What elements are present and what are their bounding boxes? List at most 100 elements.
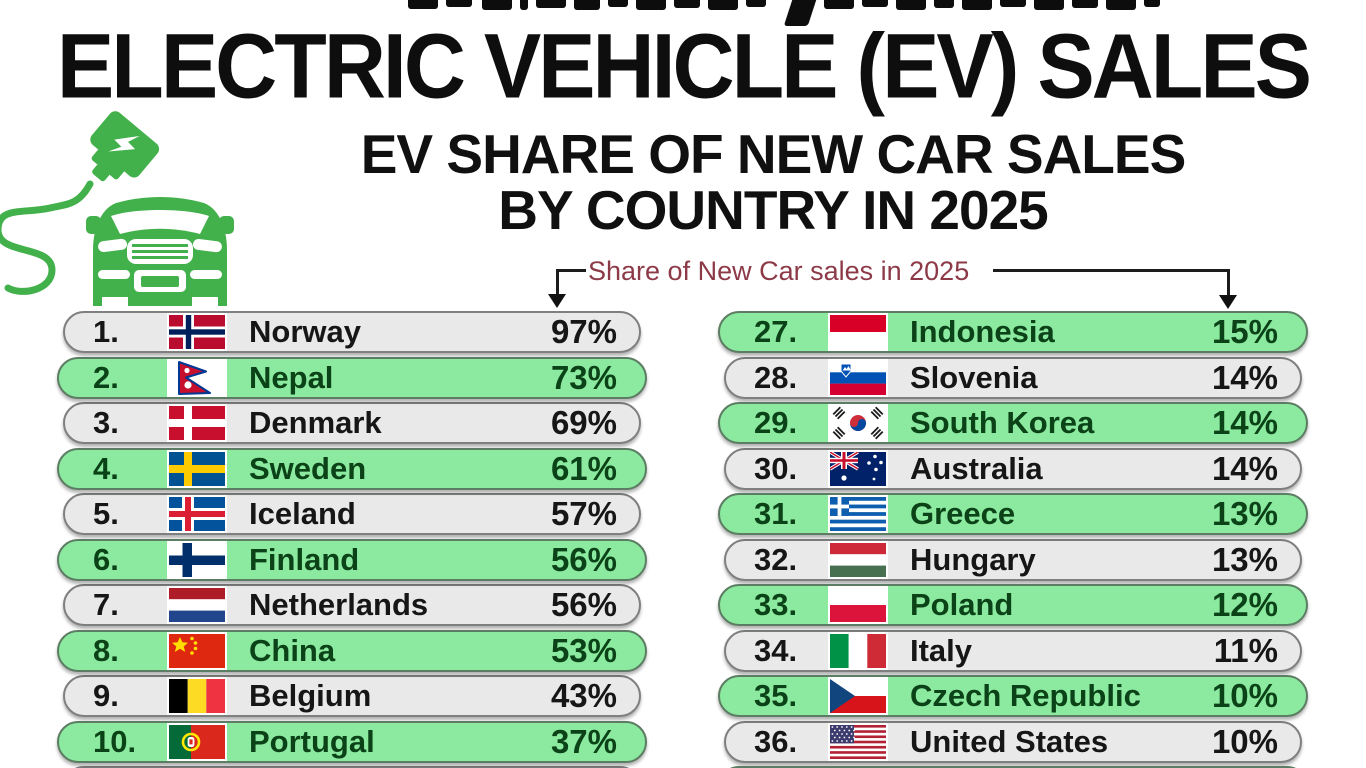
rank-label: 10. — [93, 723, 137, 759]
flag-australia-icon — [828, 449, 888, 488]
letter-bottom-fragment — [636, 0, 666, 10]
rank-label: 31. — [754, 496, 798, 531]
page-title: ELECTRIC VEHICLE (EV) SALES — [56, 15, 1312, 118]
rank-label: 9. — [93, 678, 119, 713]
table-row: 32. Hungary 13% — [724, 538, 1302, 581]
rank-label: 27. — [754, 314, 798, 349]
percent-label: 56% — [550, 586, 617, 623]
annotation-connector-left-drop — [556, 269, 559, 295]
country-label: Norway — [249, 314, 361, 349]
percent-label: 12% — [1211, 586, 1278, 623]
country-label: China — [249, 632, 336, 668]
percent-label: 13% — [1211, 540, 1278, 578]
letter-bottom-fragment — [1072, 0, 1098, 8]
annotation-connector-right-drop — [1227, 269, 1230, 296]
rank-label: 28. — [754, 359, 798, 395]
table-row: 4. Sweden 61% — [57, 447, 647, 490]
percent-label: 10% — [1211, 722, 1278, 760]
letter-bottom-fragment — [520, 0, 528, 10]
arrow-down-icon-left — [548, 294, 566, 308]
table-row: 30. Australia 14% — [724, 447, 1302, 490]
annotation-connector-left — [556, 269, 586, 272]
flag-hungary-icon — [828, 540, 888, 579]
letter-bottom-fragment — [608, 0, 628, 7]
letter-bottom-fragment — [674, 0, 700, 8]
ranking-list-right: 27. Indonesia 15% 28. Slovenia 14% 29. South Ko… — [718, 311, 1308, 768]
country-label: Italy — [910, 632, 973, 668]
rank-label: 32. — [754, 541, 798, 577]
flag-indonesia-icon — [828, 313, 888, 351]
table-row: 36. United States 10% — [724, 720, 1302, 763]
table-row: 27. Indonesia 15% — [718, 311, 1308, 353]
country-label: South Korea — [910, 405, 1095, 440]
percent-label: 57% — [550, 495, 617, 532]
country-label: Hungary — [910, 541, 1036, 577]
flag-finland-icon — [167, 540, 227, 579]
table-row: 5. Iceland 57% — [63, 493, 641, 535]
flag-nepal-icon — [167, 358, 227, 397]
rank-label: 8. — [93, 632, 119, 668]
rank-label: 6. — [93, 541, 119, 577]
flag-portugal-icon — [167, 722, 227, 761]
country-label: Nepal — [249, 359, 334, 395]
letter-bottom-fragment — [1000, 0, 1026, 7]
flag-iceland-icon — [167, 495, 227, 533]
ev-car-charging-icon — [0, 110, 266, 306]
flag-denmark-icon — [167, 404, 227, 442]
percent-label: 61% — [550, 449, 617, 487]
flag-czech-icon — [828, 677, 888, 715]
rank-label: 33. — [754, 587, 798, 622]
country-label: Sweden — [249, 450, 367, 486]
country-label: Australia — [910, 450, 1043, 486]
flag-slovenia-icon — [828, 358, 888, 397]
letter-bottom-fragment — [574, 0, 600, 10]
rank-label: 3. — [93, 405, 119, 440]
percent-label: 11% — [1213, 631, 1278, 669]
table-row: 31. Greece 13% — [718, 493, 1308, 535]
table-row: 28. Slovenia 14% — [724, 356, 1302, 399]
subtitle: EV SHARE OF NEW CAR SALES BY COUNTRY IN … — [200, 126, 1346, 238]
rank-label: 35. — [754, 678, 798, 713]
rank-label: 7. — [93, 587, 119, 622]
table-row: 9. Belgium 43% — [63, 675, 641, 717]
table-row: 34. Italy 11% — [724, 629, 1302, 672]
percent-label: 97% — [550, 313, 617, 350]
table-row: 7. Netherlands 56% — [63, 584, 641, 626]
table-row: 35. Czech Republic 10% — [718, 675, 1308, 717]
country-label: Indonesia — [910, 314, 1055, 349]
flag-south_korea-icon — [828, 404, 888, 442]
annotation-label: Share of New Car sales in 2025 — [588, 256, 970, 286]
rank-label: 34. — [754, 632, 798, 668]
table-row: 2. Nepal 73% — [57, 356, 647, 399]
rank-label: 30. — [754, 450, 798, 486]
cropped-headline-fragment — [0, 0, 1366, 26]
country-label: Denmark — [249, 405, 382, 440]
letter-bottom-fragment — [934, 0, 954, 8]
letter-bottom-fragment — [482, 0, 512, 10]
letter-bottom-fragment — [708, 0, 738, 10]
letter-bottom-fragment — [1144, 0, 1160, 7]
flag-china-icon — [167, 631, 227, 670]
rank-label: 1. — [93, 314, 119, 349]
percent-label: 13% — [1211, 495, 1278, 532]
country-label: Iceland — [249, 496, 356, 531]
table-row: 8. China 53% — [57, 629, 647, 672]
flag-usa-icon — [828, 722, 888, 761]
table-row: 6. Finland 56% — [57, 538, 647, 581]
percent-label: 15% — [1211, 313, 1278, 350]
country-label: Poland — [910, 587, 1014, 622]
table-row: 1. Norway 97% — [63, 311, 641, 353]
table-row: 29. South Korea 14% — [718, 402, 1308, 444]
flag-sweden-icon — [167, 449, 227, 488]
percent-label: 14% — [1211, 358, 1278, 396]
percent-label: 14% — [1211, 449, 1278, 487]
rank-label: 29. — [754, 405, 798, 440]
country-label: Greece — [910, 496, 1016, 531]
percent-label: 37% — [550, 722, 617, 760]
table-row: 3. Denmark 69% — [63, 402, 641, 444]
letter-bottom-fragment — [962, 0, 992, 10]
letter-bottom-fragment — [1106, 0, 1136, 10]
country-label: Slovenia — [910, 359, 1038, 395]
country-label: United States — [910, 723, 1109, 759]
rank-label: 36. — [754, 723, 798, 759]
